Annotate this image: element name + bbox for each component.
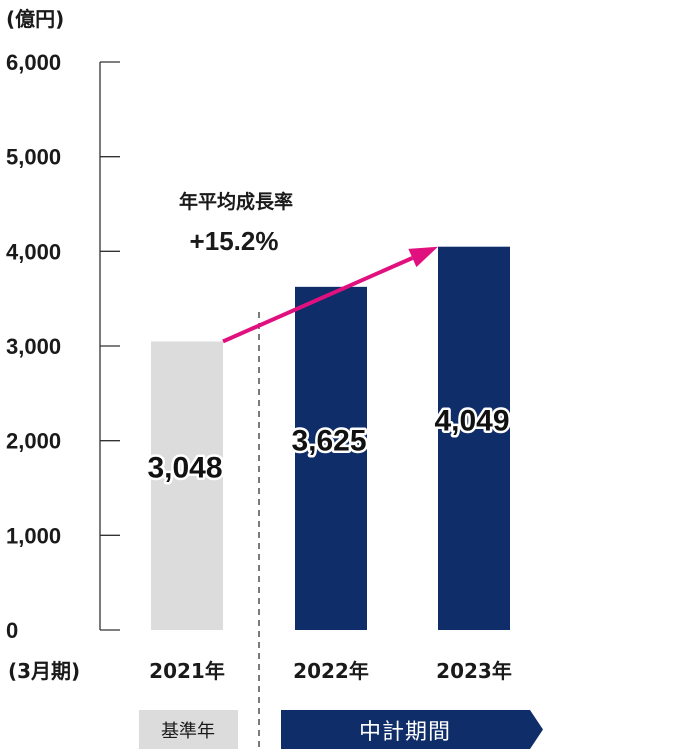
x-tick-label: 2021年 <box>149 659 225 683</box>
cagr-value: +15.2% <box>190 226 279 256</box>
y-tick-label: 3,000 <box>6 334 61 359</box>
bar-1 <box>295 286 367 630</box>
plan-period-tag-label: 中計期間 <box>359 720 451 745</box>
arrow-shaft <box>222 256 414 344</box>
group-tags: 基準年 中計期間 <box>139 710 543 749</box>
y-tick-label: 4,000 <box>6 239 61 264</box>
base-year-tag <box>139 710 238 749</box>
value-label: 4,049 <box>434 404 509 437</box>
x-tick-label: 2023年 <box>436 659 512 683</box>
y-tick-label: 6,000 <box>6 50 61 75</box>
bar-0 <box>151 341 223 630</box>
x-axis: 2021年 2022年 2023年 <box>149 659 512 683</box>
y-axis: 0 1,000 2,000 3,000 4,000 5,000 6,000 <box>6 50 120 643</box>
y-tick-label: 2,000 <box>6 429 61 454</box>
growth-arrow <box>222 246 438 344</box>
plan-period-tag <box>281 710 543 749</box>
period-label: (3月期) <box>8 659 80 683</box>
bar-2 <box>438 246 510 630</box>
y-unit-label: (億円) <box>6 7 64 31</box>
y-tick-label: 0 <box>6 618 18 643</box>
base-year-tag-label: 基準年 <box>161 721 215 742</box>
arrow-head <box>408 246 438 268</box>
x-tick-label: 2022年 <box>293 659 369 683</box>
y-tick-label: 1,000 <box>6 523 61 548</box>
bars: 3,048 3,625 4,049 <box>145 246 512 630</box>
cagr-title: 年平均成長率 <box>179 190 293 213</box>
value-label: 3,048 <box>147 452 222 485</box>
value-label: 3,625 <box>291 424 366 457</box>
y-tick-label: 5,000 <box>6 145 61 170</box>
